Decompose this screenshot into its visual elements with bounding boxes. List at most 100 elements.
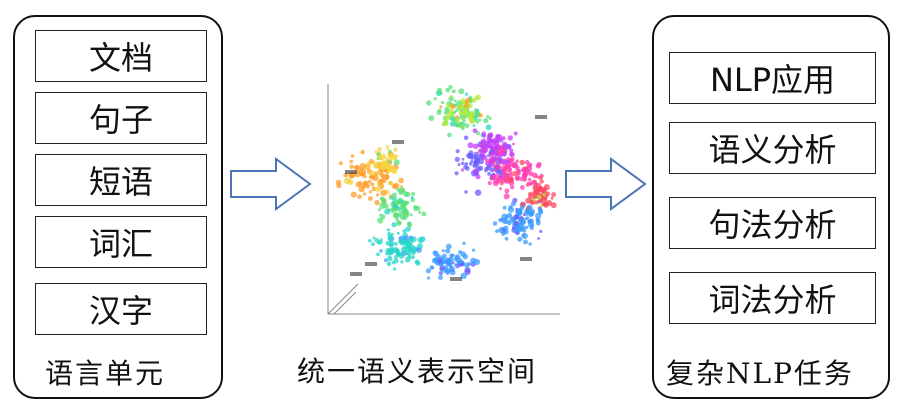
scatter-point	[512, 170, 519, 177]
scatter-point	[528, 191, 533, 197]
scatter-point	[523, 169, 527, 173]
z-axis-echo	[333, 291, 357, 315]
scatter-point	[393, 159, 400, 166]
cluster-tag	[365, 262, 377, 266]
scatter-point	[405, 226, 411, 232]
cluster-tag	[345, 170, 357, 174]
scatter-point	[494, 168, 498, 172]
scatter-point	[494, 152, 498, 157]
scatter-point	[377, 217, 384, 224]
scatter-point	[550, 196, 554, 200]
scatter-point	[385, 145, 389, 148]
scatter-point	[487, 172, 491, 176]
scatter-point	[489, 162, 494, 168]
scatter-point	[421, 211, 427, 217]
scatter-point	[535, 182, 542, 189]
cluster-tag	[535, 115, 547, 119]
scatter-point	[526, 206, 530, 210]
task-nlp-application: NLP应用	[669, 52, 876, 104]
scatter-point	[498, 154, 503, 158]
scatter-point	[398, 214, 402, 218]
scatter-point	[439, 105, 443, 109]
cluster-tag	[350, 272, 362, 276]
scatter-point	[386, 255, 393, 262]
scatter-point	[485, 158, 490, 163]
scatter-point	[372, 236, 376, 240]
scatter-point	[408, 253, 412, 257]
scatter-point	[538, 175, 543, 180]
scatter-point	[362, 182, 367, 188]
scatter-point	[445, 243, 452, 250]
scatter-point	[521, 172, 527, 178]
cluster-tag	[450, 277, 462, 281]
unit-word: 词汇	[35, 216, 207, 268]
scatter-point	[534, 200, 539, 205]
scatter-point	[515, 159, 519, 163]
scatter-point	[448, 108, 454, 114]
task-semantic-analysis: 语义分析	[669, 122, 876, 174]
arrow-shape-left	[230, 157, 312, 211]
scatter-point	[528, 171, 534, 177]
scatter-point	[501, 136, 506, 140]
scatter-point	[551, 192, 557, 198]
scatter-point	[441, 253, 447, 259]
scatter-point	[519, 159, 525, 166]
scatter-point	[510, 185, 515, 190]
scatter-point	[473, 258, 481, 266]
scatter-point	[368, 239, 372, 243]
scatter-point	[427, 276, 431, 280]
scatter-point	[469, 117, 476, 124]
scatter-point	[513, 131, 518, 136]
scatter-point	[457, 163, 461, 166]
scatter-point	[508, 205, 513, 210]
scatter-point	[535, 212, 542, 219]
scatter-point	[486, 142, 493, 149]
language-units-panel: 文档 句子 短语 词汇 汉字 语言单元	[13, 15, 223, 399]
scatter-point	[393, 200, 400, 206]
scatter-point	[418, 210, 422, 214]
scatter-point	[467, 142, 474, 149]
scatter-point	[454, 171, 459, 176]
scatter-point	[392, 267, 397, 271]
scatter-point	[460, 168, 465, 172]
scatter-point	[366, 161, 371, 166]
scatter-point	[402, 246, 407, 250]
scatter-point	[386, 228, 390, 232]
scatter-point	[391, 196, 397, 202]
scatter-point	[507, 172, 513, 179]
scatter-point	[504, 236, 509, 241]
scatter-point	[458, 250, 463, 255]
scatter-point	[445, 270, 450, 275]
scatter-point	[391, 183, 398, 190]
scatter-point	[447, 132, 452, 138]
scatter-point	[464, 166, 470, 171]
scatter-point	[443, 111, 448, 115]
scatter-point	[502, 205, 507, 210]
scatter-point	[368, 170, 375, 176]
scatter-point	[431, 258, 438, 264]
scatter-point	[395, 217, 399, 222]
nlp-tasks-caption: 复杂NLP任务	[666, 357, 854, 390]
scatter-point	[375, 186, 381, 192]
scatter-point	[438, 275, 443, 280]
scatter-point	[453, 110, 457, 114]
scatter-point	[464, 114, 469, 119]
scatter-point	[460, 116, 465, 121]
scatter-point	[355, 181, 362, 188]
scatter-point	[465, 100, 468, 104]
scatter-point	[379, 249, 383, 253]
scatter-point	[525, 159, 530, 165]
scatter-point	[528, 221, 535, 229]
scatter-point	[488, 116, 492, 120]
task-lexical-analysis: 词法分析	[669, 272, 876, 324]
scatter-point	[360, 149, 365, 155]
scatter-point	[376, 240, 381, 245]
scatter-point	[384, 208, 391, 215]
scatter-point	[492, 180, 499, 187]
scatter-point	[515, 224, 520, 229]
scatter-point	[506, 144, 512, 150]
scatter-point	[475, 94, 481, 101]
scatter-point	[449, 253, 454, 258]
scatter-point	[380, 189, 387, 196]
scatter-point	[495, 229, 499, 234]
